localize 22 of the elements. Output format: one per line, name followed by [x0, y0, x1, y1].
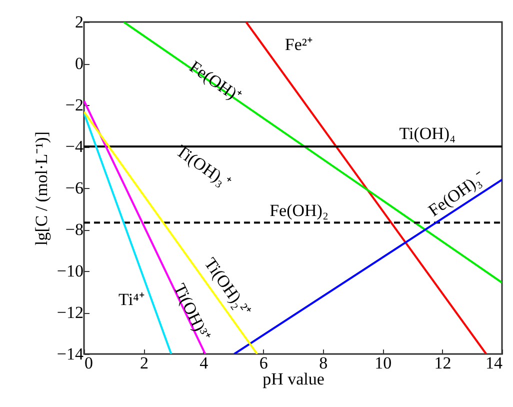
series-label: Ti⁴⁺ [118, 290, 145, 310]
y-tick-label: −14 [56, 344, 84, 364]
y-tick-label: −10 [56, 262, 84, 280]
y-tick-label: 0 [75, 54, 84, 73]
x-tick-label: 6 [259, 354, 268, 372]
x-tick-label: 10 [374, 354, 392, 372]
y-axis-title: lg[C / (mol·L⁻¹)] [32, 131, 51, 246]
x-tick-label: 14 [486, 354, 503, 372]
x-tick-label: 4 [200, 354, 209, 372]
x-tick-label: 12 [434, 354, 452, 372]
series-label: Ti(OH)₄ [399, 124, 456, 144]
x-axis-title: pH value [262, 370, 324, 388]
series-label: Fe²⁺ [284, 34, 314, 54]
y-tick-label: 2 [75, 12, 84, 32]
x-tick-label: 2 [140, 354, 148, 372]
y-tick-label: −6 [65, 178, 84, 198]
y-tick-label: −4 [65, 137, 84, 156]
y-tick-label: −8 [65, 220, 84, 239]
series-label: Fe(OH)₂ [270, 200, 328, 220]
y-tick-label: −2 [65, 96, 84, 114]
y-tick-label: −12 [56, 303, 84, 322]
x-tick-label: 8 [319, 354, 328, 372]
